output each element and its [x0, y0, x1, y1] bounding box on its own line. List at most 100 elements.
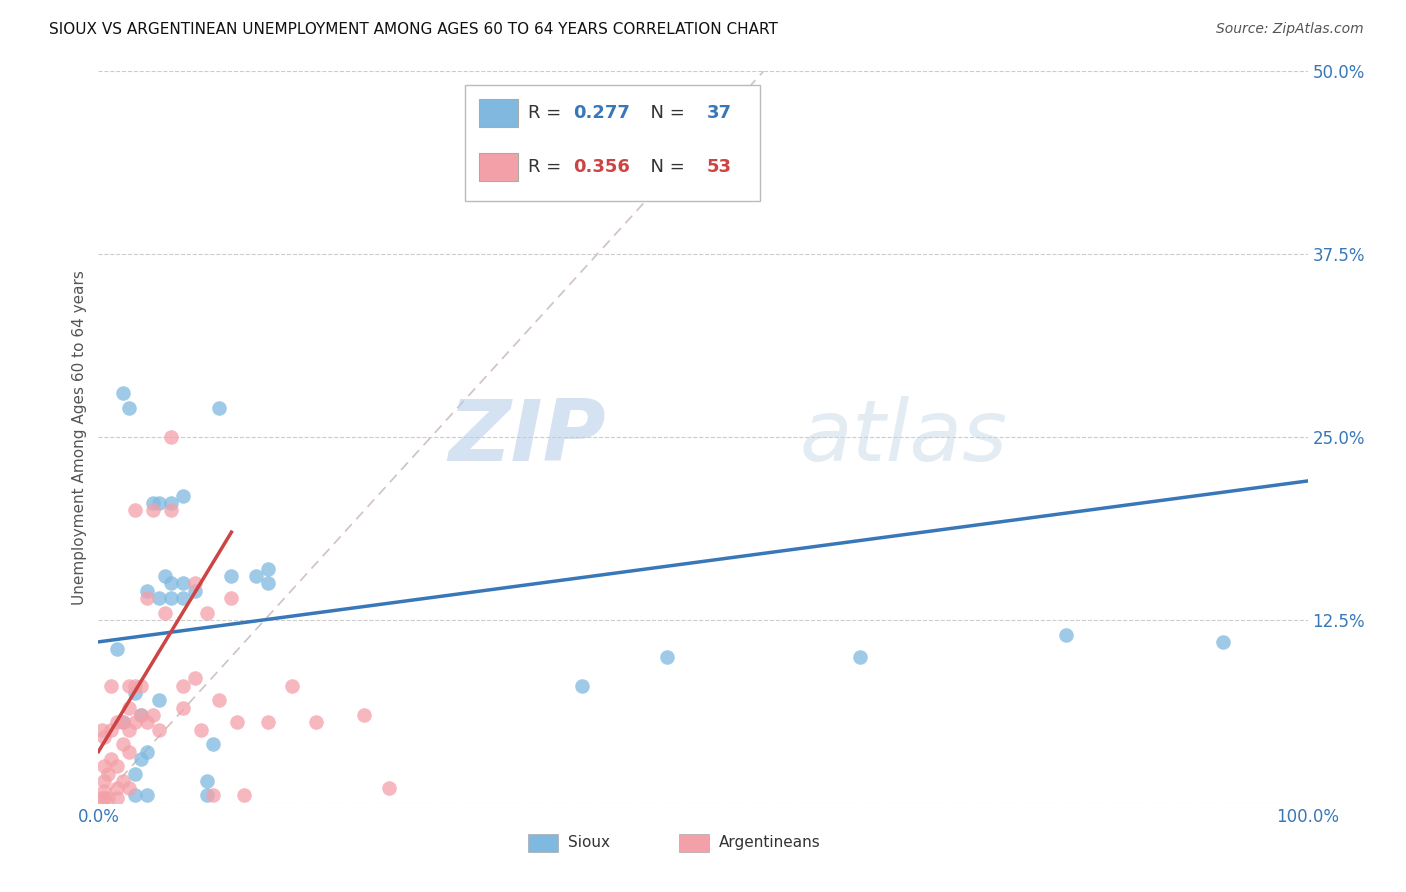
Point — [281, 679, 304, 693]
Point — [172, 489, 194, 503]
Point — [91, 791, 114, 805]
Point — [172, 679, 194, 693]
Point — [105, 791, 128, 805]
Point — [93, 784, 115, 798]
Point — [124, 715, 146, 730]
Point — [135, 715, 157, 730]
Point — [305, 715, 328, 730]
Point — [1212, 635, 1234, 649]
Point — [202, 789, 225, 803]
Point — [195, 606, 218, 620]
Point — [142, 708, 165, 723]
Point — [118, 781, 141, 796]
Point — [226, 715, 249, 730]
Point — [124, 789, 146, 803]
FancyBboxPatch shape — [479, 99, 517, 127]
Point — [97, 766, 120, 780]
Point — [100, 723, 122, 737]
Point — [184, 576, 207, 591]
Point — [190, 723, 212, 737]
Point — [118, 745, 141, 759]
Point — [111, 715, 134, 730]
Point — [172, 576, 194, 591]
Y-axis label: Unemployment Among Ages 60 to 64 years: Unemployment Among Ages 60 to 64 years — [72, 269, 87, 605]
Point — [111, 737, 134, 751]
Point — [202, 737, 225, 751]
Point — [93, 759, 115, 773]
Text: 0.277: 0.277 — [574, 104, 630, 122]
Point — [124, 503, 146, 517]
Point — [256, 576, 278, 591]
Point — [208, 401, 231, 415]
Point — [1054, 627, 1077, 641]
Point — [118, 401, 141, 415]
Point — [571, 679, 593, 693]
Point — [208, 693, 231, 707]
Point — [91, 723, 114, 737]
Point — [153, 569, 176, 583]
Point — [195, 789, 218, 803]
Point — [100, 679, 122, 693]
FancyBboxPatch shape — [679, 833, 709, 852]
Point — [377, 781, 399, 796]
Text: atlas: atlas — [800, 395, 1008, 479]
Text: 37: 37 — [707, 104, 731, 122]
Point — [105, 781, 128, 796]
Point — [172, 700, 194, 714]
Point — [129, 752, 152, 766]
Point — [160, 430, 183, 444]
Text: SIOUX VS ARGENTINEAN UNEMPLOYMENT AMONG AGES 60 TO 64 YEARS CORRELATION CHART: SIOUX VS ARGENTINEAN UNEMPLOYMENT AMONG … — [49, 22, 778, 37]
Point — [135, 789, 157, 803]
Point — [111, 773, 134, 788]
Point — [184, 672, 207, 686]
Text: Argentineans: Argentineans — [718, 835, 821, 850]
Point — [160, 496, 183, 510]
Point — [135, 745, 157, 759]
Point — [118, 723, 141, 737]
Point — [142, 503, 165, 517]
Point — [100, 752, 122, 766]
Point — [93, 730, 115, 744]
Text: 0.356: 0.356 — [574, 159, 630, 177]
Point — [129, 708, 152, 723]
Point — [118, 700, 141, 714]
Point — [245, 569, 267, 583]
Point — [153, 606, 176, 620]
Point — [124, 686, 146, 700]
Point — [105, 642, 128, 657]
Point — [148, 723, 170, 737]
Text: Sioux: Sioux — [568, 835, 610, 850]
Point — [184, 583, 207, 598]
Point — [93, 773, 115, 788]
Point — [148, 693, 170, 707]
Point — [655, 649, 678, 664]
Point — [129, 708, 152, 723]
Point — [111, 386, 134, 401]
Point — [111, 715, 134, 730]
Point — [135, 583, 157, 598]
Point — [256, 562, 278, 576]
Point — [93, 791, 115, 805]
Point — [124, 679, 146, 693]
Point — [221, 569, 243, 583]
Text: R =: R = — [527, 104, 567, 122]
Point — [118, 679, 141, 693]
Point — [849, 649, 872, 664]
Point — [353, 708, 375, 723]
Point — [256, 715, 278, 730]
Point — [135, 591, 157, 605]
Point — [160, 591, 183, 605]
Point — [160, 576, 183, 591]
Point — [105, 759, 128, 773]
Point — [160, 503, 183, 517]
Point — [148, 496, 170, 510]
Point — [142, 496, 165, 510]
FancyBboxPatch shape — [465, 85, 759, 201]
FancyBboxPatch shape — [527, 833, 558, 852]
Point — [97, 791, 120, 805]
Text: N =: N = — [638, 159, 690, 177]
Point — [232, 789, 254, 803]
FancyBboxPatch shape — [479, 153, 517, 181]
Text: Source: ZipAtlas.com: Source: ZipAtlas.com — [1216, 22, 1364, 37]
Text: 53: 53 — [707, 159, 731, 177]
